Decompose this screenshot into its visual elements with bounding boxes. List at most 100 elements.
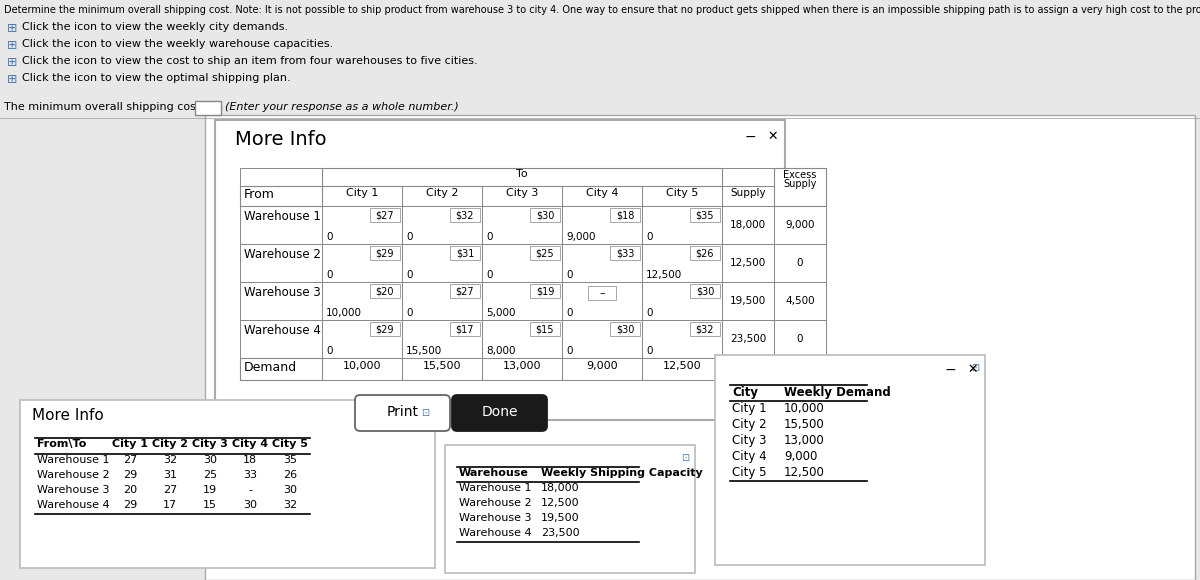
Text: 25: 25 — [203, 470, 217, 480]
Text: 0: 0 — [326, 270, 332, 280]
Text: Determine the minimum overall shipping cost. Note: It is not possible to ship pr: Determine the minimum overall shipping c… — [4, 5, 1200, 15]
Text: $17: $17 — [456, 324, 474, 334]
Text: 19,500: 19,500 — [730, 296, 766, 306]
Bar — [370, 284, 400, 298]
Text: 31: 31 — [163, 470, 178, 480]
Text: 13,000: 13,000 — [503, 361, 541, 371]
Bar — [322, 168, 722, 186]
Text: Click the icon to view the optimal shipping plan.: Click the icon to view the optimal shipp… — [22, 73, 290, 83]
Text: $20: $20 — [376, 286, 395, 296]
Text: Demand: Demand — [244, 361, 298, 374]
Text: 9,000: 9,000 — [586, 361, 618, 371]
Text: 13,000: 13,000 — [784, 434, 824, 447]
Text: 12,500: 12,500 — [784, 466, 824, 479]
Text: 0: 0 — [406, 232, 413, 242]
Bar — [562, 320, 642, 358]
Text: −: − — [745, 130, 757, 144]
Bar — [240, 186, 322, 206]
Text: City 1: City 1 — [346, 188, 378, 198]
Bar — [774, 206, 826, 244]
Text: (Enter your response as a whole number.): (Enter your response as a whole number.) — [226, 102, 458, 112]
Bar — [240, 282, 322, 320]
Text: 0: 0 — [406, 308, 413, 318]
Text: 15,500: 15,500 — [784, 418, 824, 431]
Text: Click the icon to view the weekly warehouse capacities.: Click the icon to view the weekly wareho… — [22, 39, 334, 49]
Text: 0: 0 — [797, 334, 803, 344]
Text: 0: 0 — [326, 346, 332, 356]
Text: 10,000: 10,000 — [343, 361, 382, 371]
Text: 27: 27 — [122, 455, 137, 465]
Bar — [370, 208, 400, 222]
Bar — [450, 322, 480, 336]
Text: City 3: City 3 — [506, 188, 538, 198]
Bar — [322, 282, 402, 320]
Text: $35: $35 — [696, 210, 714, 220]
Text: -: - — [248, 485, 252, 495]
Text: 19,500: 19,500 — [541, 513, 580, 523]
Text: City 4: City 4 — [232, 439, 268, 449]
Bar — [530, 246, 560, 260]
Text: $26: $26 — [696, 248, 714, 258]
Bar — [642, 282, 722, 320]
Text: $18: $18 — [616, 210, 634, 220]
Text: City 2: City 2 — [152, 439, 188, 449]
Text: ⊞: ⊞ — [7, 56, 18, 69]
Bar — [482, 244, 562, 282]
Text: $32: $32 — [456, 210, 474, 220]
Text: $30: $30 — [696, 286, 714, 296]
Bar — [240, 206, 322, 244]
Bar — [562, 186, 642, 206]
Text: Click the icon to view the weekly city demands.: Click the icon to view the weekly city d… — [22, 22, 288, 32]
Bar — [482, 206, 562, 244]
Text: $29: $29 — [376, 248, 395, 258]
Text: 15,500: 15,500 — [406, 346, 443, 356]
Text: 9,000: 9,000 — [784, 450, 817, 463]
Bar — [774, 282, 826, 320]
Text: City: City — [732, 386, 758, 399]
Text: 32: 32 — [283, 500, 298, 510]
Bar — [402, 244, 482, 282]
Text: Weekly Shipping Capacity: Weekly Shipping Capacity — [541, 468, 703, 478]
Bar — [562, 244, 642, 282]
Text: Warehouse 3: Warehouse 3 — [244, 286, 320, 299]
Text: 32: 32 — [163, 455, 178, 465]
Text: 0: 0 — [797, 258, 803, 268]
Text: Warehouse 2: Warehouse 2 — [37, 470, 109, 480]
Text: 20: 20 — [122, 485, 137, 495]
Bar — [715, 355, 985, 565]
FancyBboxPatch shape — [452, 395, 547, 431]
Text: From: From — [244, 188, 275, 201]
Bar — [322, 358, 402, 380]
Text: 33: 33 — [242, 470, 257, 480]
Bar — [240, 168, 322, 186]
Bar — [722, 186, 774, 206]
Text: Warehouse 1: Warehouse 1 — [244, 210, 320, 223]
Text: 23,500: 23,500 — [730, 334, 766, 344]
Bar — [774, 244, 826, 282]
Text: Warehouse 3: Warehouse 3 — [37, 485, 109, 495]
Bar — [690, 208, 720, 222]
Text: 26: 26 — [283, 470, 298, 480]
Text: 0: 0 — [486, 270, 492, 280]
Bar — [322, 168, 402, 186]
Bar — [482, 168, 562, 186]
Bar — [482, 320, 562, 358]
Text: To: To — [516, 169, 528, 179]
Bar — [482, 186, 562, 206]
Bar — [722, 320, 774, 358]
Bar — [562, 282, 642, 320]
Text: 10,000: 10,000 — [784, 402, 824, 415]
Text: City 5: City 5 — [666, 188, 698, 198]
Text: $19: $19 — [536, 286, 554, 296]
Text: Warehouse 1: Warehouse 1 — [37, 455, 109, 465]
Text: 8,000: 8,000 — [486, 346, 516, 356]
Text: 9,000: 9,000 — [566, 232, 595, 242]
Text: Warehouse 2: Warehouse 2 — [458, 498, 532, 508]
Text: −: − — [946, 363, 956, 377]
Text: 27: 27 — [163, 485, 178, 495]
Bar — [322, 244, 402, 282]
Text: Weekly Demand: Weekly Demand — [784, 386, 890, 399]
Bar — [722, 244, 774, 282]
Bar — [562, 206, 642, 244]
Text: 18,000: 18,000 — [730, 220, 766, 230]
